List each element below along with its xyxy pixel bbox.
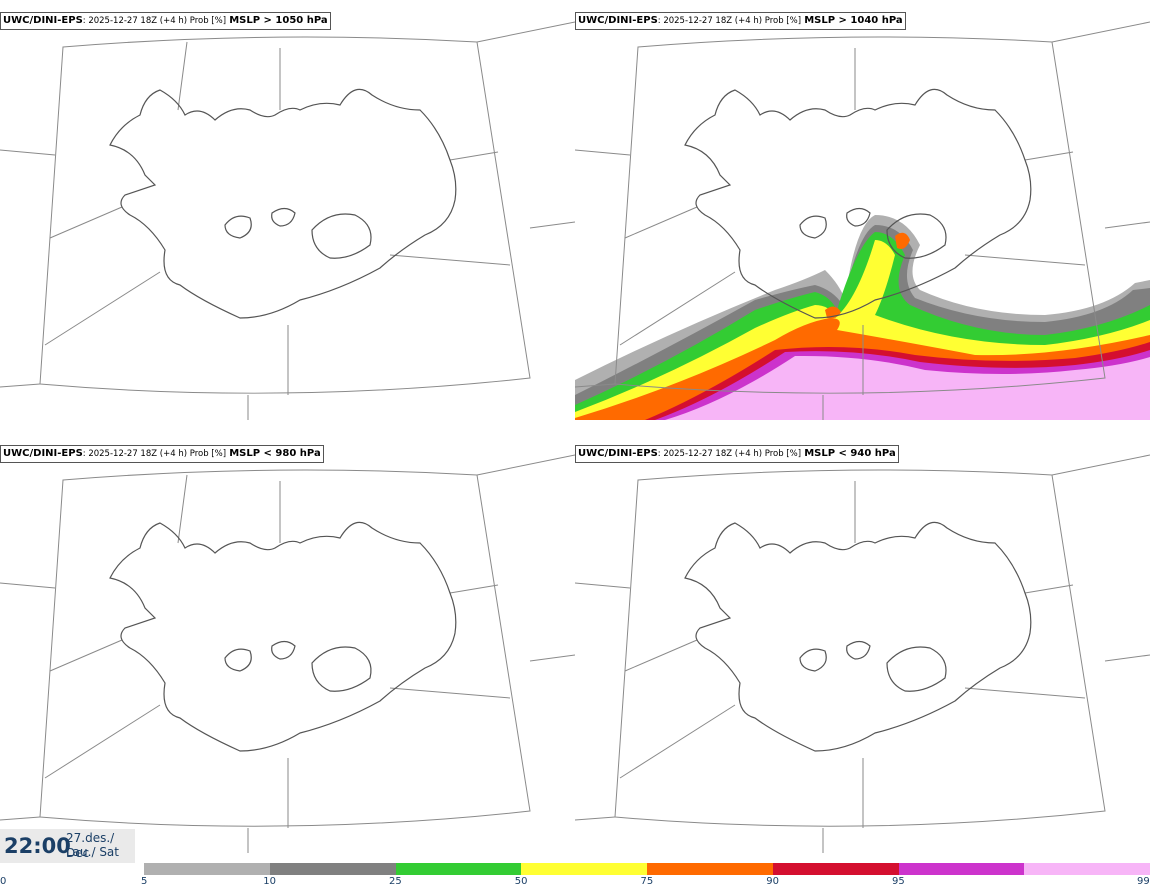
panel-title: UWC/DINI-EPS: 2025-12-27 18Z (+4 h) Prob…: [0, 12, 331, 30]
colorbar-tick-label: 0: [0, 876, 7, 887]
map-canvas: [575, 21, 1150, 420]
colorbar-tick-label: 25: [389, 876, 402, 887]
colorbar-tick-label: 75: [640, 876, 654, 887]
iceland-outline: [684, 88, 1032, 319]
colorbar-segment: [898, 863, 1025, 875]
colorbar-segment: [269, 863, 396, 875]
valid-time-date: 27.des./ Dec: [66, 831, 115, 860]
panel-title: UWC/DINI-EPS: 2025-12-27 18Z (+4 h) Prob…: [0, 445, 324, 463]
colorbar-segment: [647, 863, 773, 875]
colorbar-tick-label: 99: [1137, 876, 1150, 887]
prob-99-plus: [665, 355, 1150, 420]
map-panel-1040: UWC/DINI-EPS: 2025-12-27 18Z (+4 h) Prob…: [575, 0, 1150, 420]
graticule-lines: [575, 21, 1150, 420]
graticule-lines: [0, 21, 575, 420]
panel-title: UWC/DINI-EPS: 2025-12-27 18Z (+4 h) Prob…: [575, 445, 899, 463]
colorbar-tick-label: 95: [892, 876, 905, 887]
map-panel-980: UWC/DINI-EPS: 2025-12-27 18Z (+4 h) Prob…: [0, 433, 575, 853]
iceland-outline: [109, 521, 457, 752]
map-canvas: [0, 454, 575, 853]
colorbar-tick-label: 90: [766, 876, 779, 887]
probability-colorbar: [144, 863, 1150, 875]
colorbar-segment: [144, 863, 270, 875]
colorbar-tick-label: 5: [141, 876, 148, 887]
colorbar-tick-label: 10: [263, 876, 276, 887]
map-canvas: [575, 454, 1150, 853]
prob-hotspot-1: [895, 232, 910, 249]
valid-time-day: Lau./ Sat: [66, 845, 119, 859]
valid-time-box: 22:00 27.des./ Dec Lau./ Sat: [0, 829, 135, 863]
colorbar-tick-label: 50: [514, 876, 528, 887]
graticule-lines: [0, 454, 575, 853]
iceland-outline: [684, 521, 1032, 752]
colorbar-segment: [772, 863, 899, 875]
map-panel-1050: UWC/DINI-EPS: 2025-12-27 18Z (+4 h) Prob…: [0, 0, 575, 420]
iceland-outline: [109, 88, 457, 319]
map-panel-940: UWC/DINI-EPS: 2025-12-27 18Z (+4 h) Prob…: [575, 433, 1150, 853]
valid-time-clock: 22:00: [4, 834, 71, 858]
colorbar-segment: [395, 863, 522, 875]
colorbar-segment: [521, 863, 647, 875]
panel-title: UWC/DINI-EPS: 2025-12-27 18Z (+4 h) Prob…: [575, 12, 906, 30]
colorbar-segment: [1024, 863, 1150, 875]
map-canvas: [0, 21, 575, 420]
graticule-lines: [575, 454, 1150, 853]
